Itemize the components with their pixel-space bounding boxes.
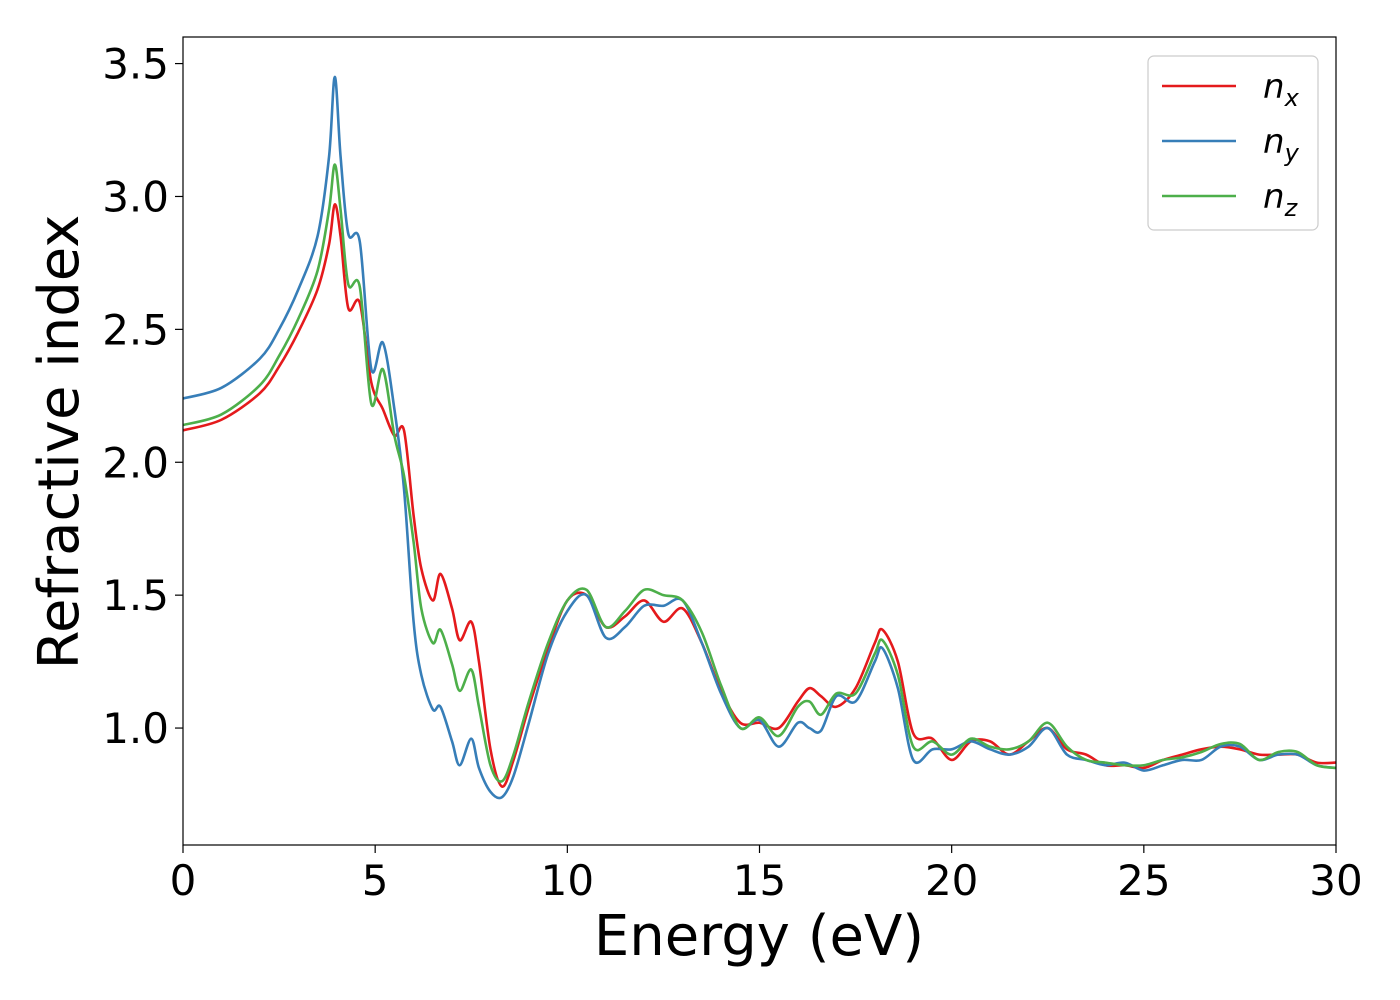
x-tick-label: 0 bbox=[170, 856, 197, 905]
series-line-nx bbox=[183, 203, 1336, 788]
y-tick-label: 1.0 bbox=[102, 704, 169, 753]
y-tick-label: 2.5 bbox=[102, 305, 169, 354]
y-tick-label: 2.0 bbox=[102, 438, 169, 487]
series-layer bbox=[183, 75, 1336, 800]
legend-label-nx: nx bbox=[1263, 67, 1300, 112]
x-tick-label: 10 bbox=[541, 856, 594, 905]
legend: nx ny nz bbox=[1147, 55, 1319, 231]
x-tick-label: 25 bbox=[1117, 856, 1170, 905]
y-tick-label: 3.0 bbox=[102, 172, 169, 221]
series-line-nz bbox=[183, 163, 1336, 783]
x-axis-label: Energy (eV) bbox=[594, 904, 924, 969]
y-axis-label: Refractive index bbox=[27, 215, 92, 670]
x-tick-label: 5 bbox=[362, 856, 389, 905]
x-tick-label: 20 bbox=[925, 856, 978, 905]
x-tick-label: 15 bbox=[733, 856, 786, 905]
legend-box bbox=[1147, 55, 1319, 231]
axes-layer: 0 5 10 15 20 25 30 1.0 1.5 2.0 2.5 3.0 3.5 bbox=[102, 36, 1363, 905]
y-tick-label: 3.5 bbox=[102, 40, 169, 89]
legend-label-nz: nz bbox=[1263, 177, 1299, 222]
y-tick-label: 1.5 bbox=[102, 571, 169, 620]
x-tick-label: 30 bbox=[1309, 856, 1362, 905]
legend-label-ny: ny bbox=[1263, 122, 1300, 167]
